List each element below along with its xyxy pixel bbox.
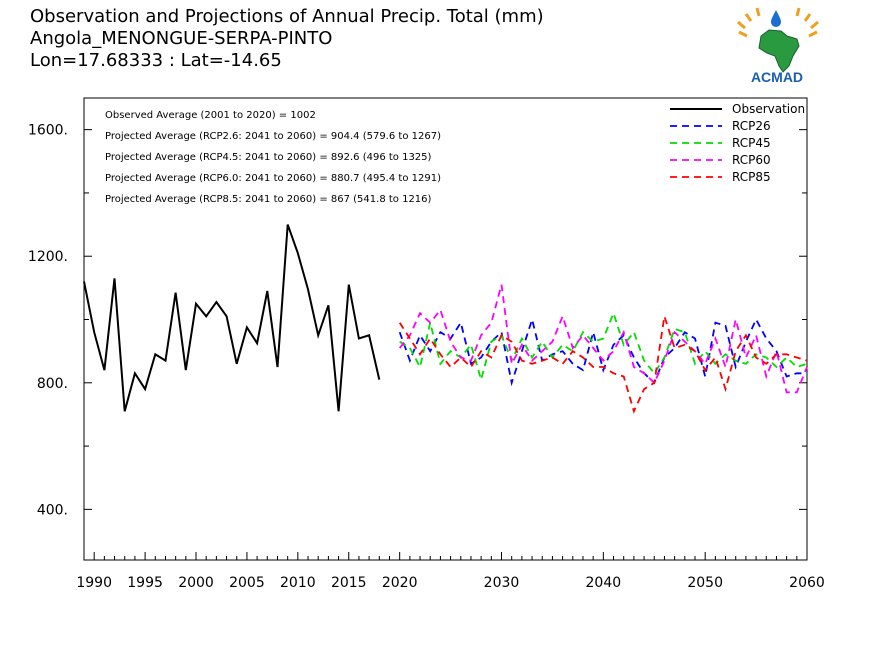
- series-line-rcp60: [398, 284, 808, 394]
- legend: Observation RCP26 RCP45 RCP60 RCP85: [670, 102, 805, 184]
- chart-title: Observation and Projections of Annual Pr…: [30, 6, 544, 27]
- legend-label: RCP45: [732, 136, 771, 150]
- legend-label: RCP26: [732, 119, 771, 133]
- plot-frame: [83, 97, 808, 561]
- x-tick-label: 2000: [178, 575, 214, 591]
- legend-item-rcp26: RCP26: [670, 119, 771, 133]
- africa-shape: [758, 29, 800, 73]
- y-tick-label: 400.: [37, 502, 68, 518]
- title-block: Observation and Projections of Annual Pr…: [30, 6, 544, 72]
- annotation-4: Projected Average (RCP6.0: 2041 to 2060)…: [105, 173, 441, 184]
- x-tick-label: 2030: [484, 575, 520, 591]
- series-line-rcp85: [398, 316, 808, 414]
- x-tick-label: 1990: [76, 575, 112, 591]
- series-line-rcp45: [399, 310, 808, 383]
- annotation-1: Observed Average (2001 to 2020) = 1002: [105, 110, 316, 121]
- x-tick-label: 2040: [586, 575, 622, 591]
- legend-item-rcp45: RCP45: [670, 136, 771, 150]
- plot-area: [83, 97, 808, 561]
- legend-label: RCP85: [732, 170, 771, 184]
- annotation-2: Projected Average (RCP2.6: 2041 to 2060)…: [105, 131, 441, 142]
- x-tick-labels: 1990 1995 2000 2005 2010 2015 2020 2030 2040 2050…: [76, 575, 824, 591]
- x-tick-label: 2050: [687, 575, 723, 591]
- y-tick-label: 800.: [37, 376, 68, 392]
- x-tick-label: 2015: [331, 575, 367, 591]
- coordinates: Lon=17.68333 : Lat=-14.65: [30, 50, 282, 71]
- legend-item-rcp60: RCP60: [670, 153, 771, 167]
- rain-drop: [771, 10, 781, 27]
- series-lines: [83, 224, 808, 414]
- sun-rays: [737, 7, 819, 38]
- x-tick-label: 2005: [229, 575, 265, 591]
- legend-item-rcp85: RCP85: [670, 170, 771, 184]
- annotation-5: Projected Average (RCP8.5: 2041 to 2060)…: [105, 194, 432, 205]
- africa-rain-logo-icon: ACMAD: [737, 7, 819, 85]
- series-line-rcp26: [398, 316, 807, 387]
- x-tick-label: 2010: [280, 575, 316, 591]
- annotations: Observed Average (2001 to 2020) = 1002 Pr…: [105, 110, 441, 205]
- x-tick-label: 2020: [382, 575, 418, 591]
- legend-label: RCP60: [732, 153, 771, 167]
- station-name: Angola_MENONGUE-SERPA-PINTO: [30, 28, 333, 49]
- y-tick-label: 1600.: [28, 123, 68, 139]
- legend-item-observation: Observation: [670, 102, 805, 116]
- x-tick-label: 1995: [127, 575, 163, 591]
- y-tick-labels: 400. 800. 1200. 1600.: [28, 123, 68, 519]
- axis-ticks: [84, 129, 808, 560]
- series-line-observation: [83, 224, 381, 412]
- y-tick-label: 1200.: [28, 249, 68, 265]
- legend-label: Observation: [732, 102, 805, 116]
- x-tick-label: 2060: [789, 575, 825, 591]
- annotation-3: Projected Average (RCP4.5: 2041 to 2060)…: [105, 152, 432, 163]
- logo-text: ACMAD: [751, 69, 803, 85]
